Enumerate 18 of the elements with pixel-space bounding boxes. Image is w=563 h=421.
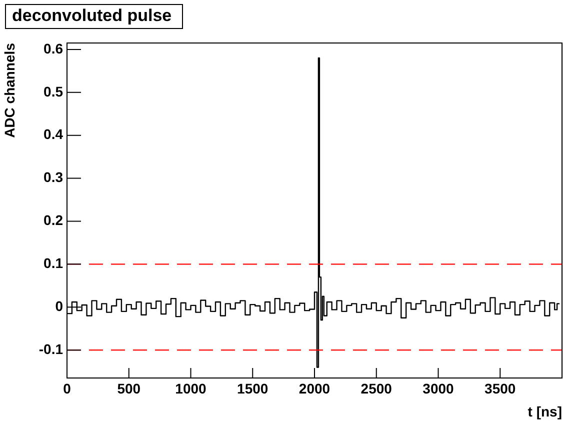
x-tick-label: 3000 [422,380,454,396]
y-tick-label: -0.1 [38,340,64,357]
y-tick-label: 0 [55,298,64,314]
y-tick-label: 0.3 [44,169,64,186]
x-tick-label: 3500 [484,380,516,396]
y-tick-label: 0.6 [44,40,64,56]
x-axis-title: t [ns] [528,403,562,420]
chart-title: deconvoluted pulse [5,4,183,29]
y-tick-label: 0.1 [44,255,64,272]
x-tick-label: 2000 [298,380,330,396]
y-tick-label: 0.2 [44,212,64,228]
y-tick-label: 0.5 [44,83,64,100]
y-tick-label: 0.4 [44,126,64,142]
x-tick-label: 2500 [360,380,392,396]
y-axis-title: ADC channels [1,42,18,138]
x-tick-label: 500 [117,380,141,396]
x-tick-label: 1000 [175,380,207,396]
x-tick-label: 1500 [237,380,268,396]
